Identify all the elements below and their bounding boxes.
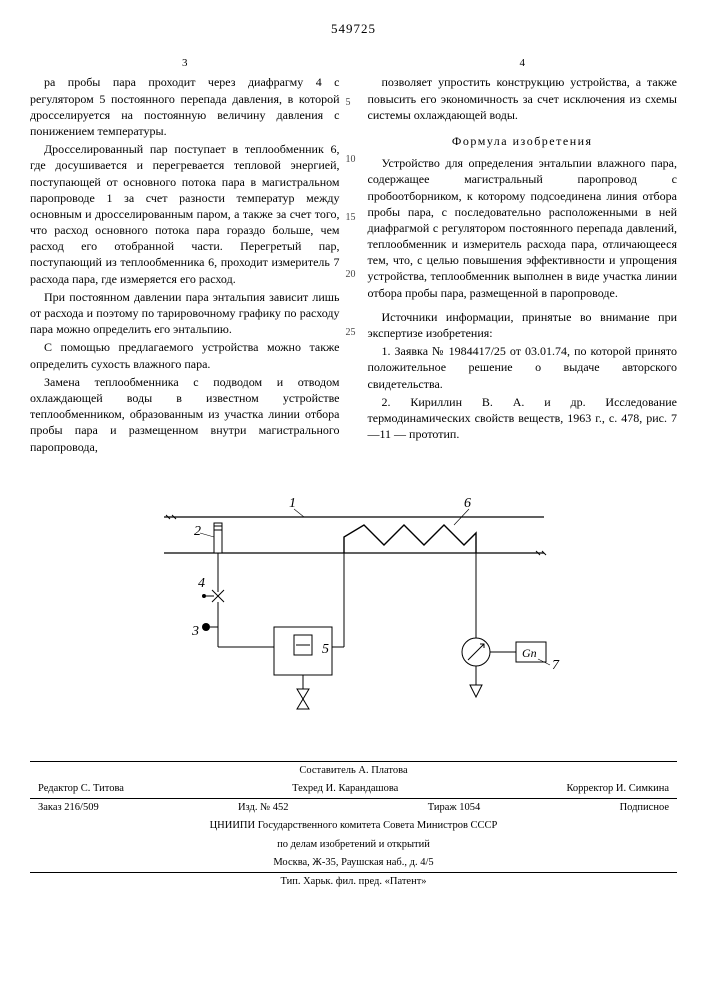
label-1: 1 xyxy=(289,496,296,511)
footer-corrector: Корректор И. Симкина xyxy=(566,782,669,796)
sources-heading: Источники информации, принятые во вниман… xyxy=(368,309,678,341)
footer-credits: Редактор С. Титова Техред И. Карандашова… xyxy=(30,780,677,798)
label-3: 3 xyxy=(191,624,199,639)
right-column: 4 позволяет упростить конструкцию устрой… xyxy=(368,56,678,457)
footer-sign: Подписное xyxy=(620,801,669,815)
label-gn: Gп xyxy=(522,646,537,660)
label-7: 7 xyxy=(552,658,560,673)
label-5: 5 xyxy=(322,642,329,657)
col-num-left: 3 xyxy=(30,56,340,71)
label-6: 6 xyxy=(464,496,471,511)
schematic-svg: 1 2 3 4 5 6 7 Gп xyxy=(144,477,564,727)
diagram: 1 2 3 4 5 6 7 Gп xyxy=(30,477,677,731)
footer-order: Заказ 216/509 xyxy=(38,801,99,815)
footer-org1: ЦНИИПИ Государственного комитета Совета … xyxy=(30,817,677,835)
para: позволяет упростить конструкцию устройст… xyxy=(368,74,678,123)
source-item: 1. Заявка № 1984417/25 от 03.01.74, по к… xyxy=(368,343,678,392)
line-mark: 15 xyxy=(346,211,356,225)
footer-org2: по делам изобретений и открытий xyxy=(30,836,677,854)
footer-tirazh: Тираж 1054 xyxy=(428,801,481,815)
footer-compiler: Составитель А. Платова xyxy=(30,762,677,780)
para: При постоянном давлении пара энтальпия з… xyxy=(30,289,340,338)
col-num-right: 4 xyxy=(368,56,678,71)
footer: Составитель А. Платова Редактор С. Титов… xyxy=(30,761,677,891)
line-mark: 5 xyxy=(346,96,356,110)
footer-techred: Техред И. Карандашова xyxy=(292,782,398,796)
label-2: 2 xyxy=(194,524,201,539)
footer-addr: Москва, Ж-35, Раушская наб., д. 4/5 xyxy=(30,854,677,872)
para: С помощью предлагаемого устройства можно… xyxy=(30,339,340,371)
line-numbers: 5 10 15 20 25 xyxy=(346,56,356,340)
footer-print: Заказ 216/509 Изд. № 452 Тираж 1054 Подп… xyxy=(30,799,677,817)
footer-typ: Тип. Харьк. фил. пред. «Патент» xyxy=(30,873,677,891)
footer-izd: Изд. № 452 xyxy=(238,801,289,815)
left-column: 3 ра пробы пара проходит через диафрагму… xyxy=(30,56,340,457)
source-item: 2. Кириллин В. А. и др. Исследование тер… xyxy=(368,394,678,443)
document-number: 549725 xyxy=(30,20,677,38)
line-mark: 10 xyxy=(346,153,356,167)
para: Дросселированный пар поступает в теплооб… xyxy=(30,141,340,287)
para: Замена теплообменника с подводом и отвод… xyxy=(30,374,340,455)
footer-editor: Редактор С. Титова xyxy=(38,782,124,796)
line-mark: 20 xyxy=(346,268,356,282)
para: Устройство для определения энтальпии вла… xyxy=(368,155,678,301)
formula-heading: Формула изобретения xyxy=(368,133,678,149)
para: ра пробы пара проходит через диафрагму 4… xyxy=(30,74,340,139)
line-mark: 25 xyxy=(346,326,356,340)
label-4: 4 xyxy=(198,576,205,591)
text-columns: 3 ра пробы пара проходит через диафрагму… xyxy=(30,56,677,457)
